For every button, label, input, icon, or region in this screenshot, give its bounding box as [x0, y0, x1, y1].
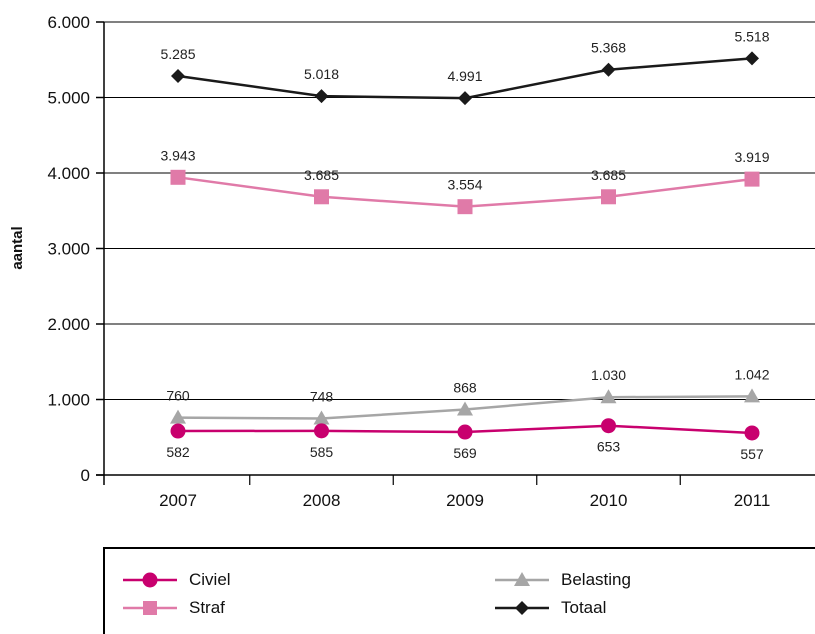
y-tick-label: 5.000 — [47, 89, 90, 108]
x-tick-label: 2008 — [303, 491, 341, 510]
data-point-civiel — [314, 423, 329, 439]
legend-item-straf: Straf — [123, 597, 225, 619]
data-label-straf: 3.554 — [447, 177, 482, 193]
data-label-civiel: 557 — [740, 446, 764, 462]
data-label-totaal: 5.368 — [591, 40, 626, 56]
y-axis-label: aantal — [9, 226, 26, 269]
legend-item-civiel: Civiel — [123, 569, 231, 591]
legend-label-civiel: Civiel — [189, 570, 231, 589]
legend: Civiel Belasting Straf Totaal — [103, 547, 815, 634]
data-label-straf: 3.685 — [591, 167, 626, 183]
data-point-belasting — [600, 389, 617, 404]
data-point-totaal — [601, 62, 616, 77]
data-point-belasting — [457, 401, 473, 416]
data-label-belasting: 868 — [453, 379, 477, 395]
data-point-civiel — [744, 425, 760, 441]
data-point-straf — [744, 171, 760, 187]
civiel-marker-icon — [123, 572, 177, 588]
data-label-totaal: 5.518 — [734, 28, 769, 44]
data-label-straf: 3.943 — [160, 147, 195, 163]
y-tick-label: 0 — [81, 466, 90, 485]
data-point-totaal — [314, 89, 329, 104]
line-chart: 0 1.000 2.000 3.000 4.000 5.000 6.000 2007 2008… — [9, 13, 815, 510]
data-point-civiel — [170, 423, 186, 439]
data-label-totaal: 4.991 — [447, 68, 482, 84]
x-axis-ticks: 2007 2008 2009 2010 2011 — [159, 475, 770, 510]
axes — [96, 22, 815, 485]
y-tick-label: 4.000 — [47, 164, 90, 183]
y-tick-label: 3.000 — [47, 240, 90, 259]
data-point-straf — [601, 189, 616, 205]
straf-marker-icon — [123, 601, 177, 615]
data-point-straf — [457, 199, 473, 215]
data-label-straf: 3.919 — [734, 149, 769, 165]
data-point-straf — [314, 189, 329, 205]
data-label-civiel: 569 — [453, 445, 477, 461]
data-label-belasting: 748 — [310, 389, 334, 405]
belasting-marker-icon — [495, 572, 549, 586]
data-point-totaal — [458, 91, 472, 106]
x-tick-label: 2007 — [159, 491, 197, 510]
legend-label-totaal: Totaal — [561, 598, 607, 617]
data-point-belasting — [170, 409, 186, 424]
series-group: 5.285 5.018 4.991 5.368 5.518 3.943 3.685 3.554… — [160, 28, 769, 462]
data-label-civiel: 585 — [310, 444, 334, 460]
data-point-totaal — [745, 51, 759, 66]
legend-item-totaal: Totaal — [495, 597, 606, 619]
data-point-straf — [170, 169, 186, 185]
data-label-belasting: 1.042 — [734, 366, 769, 382]
data-label-straf: 3.685 — [304, 167, 339, 183]
data-point-totaal — [171, 68, 185, 83]
data-point-civiel — [457, 424, 473, 440]
legend-label-straf: Straf — [189, 598, 225, 617]
data-label-belasting: 760 — [166, 388, 190, 404]
legend-item-belasting: Belasting — [495, 569, 631, 591]
y-tick-label: 1.000 — [47, 391, 90, 410]
data-label-civiel: 582 — [166, 444, 190, 460]
x-tick-label: 2010 — [590, 491, 628, 510]
y-tick-label: 2.000 — [47, 315, 90, 334]
data-label-totaal: 5.018 — [304, 66, 339, 82]
data-point-belasting — [313, 410, 330, 425]
totaal-marker-icon — [495, 601, 549, 615]
legend-label-belasting: Belasting — [561, 570, 631, 589]
data-point-civiel — [601, 418, 616, 434]
y-axis-ticks: 0 1.000 2.000 3.000 4.000 5.000 6.000 — [47, 13, 104, 485]
x-tick-label: 2009 — [446, 491, 484, 510]
data-label-belasting: 1.030 — [591, 367, 626, 383]
x-tick-label: 2011 — [734, 491, 771, 510]
data-label-totaal: 5.285 — [160, 46, 195, 62]
data-point-belasting — [744, 388, 760, 403]
data-label-civiel: 653 — [597, 439, 621, 455]
y-tick-label: 6.000 — [47, 13, 90, 32]
